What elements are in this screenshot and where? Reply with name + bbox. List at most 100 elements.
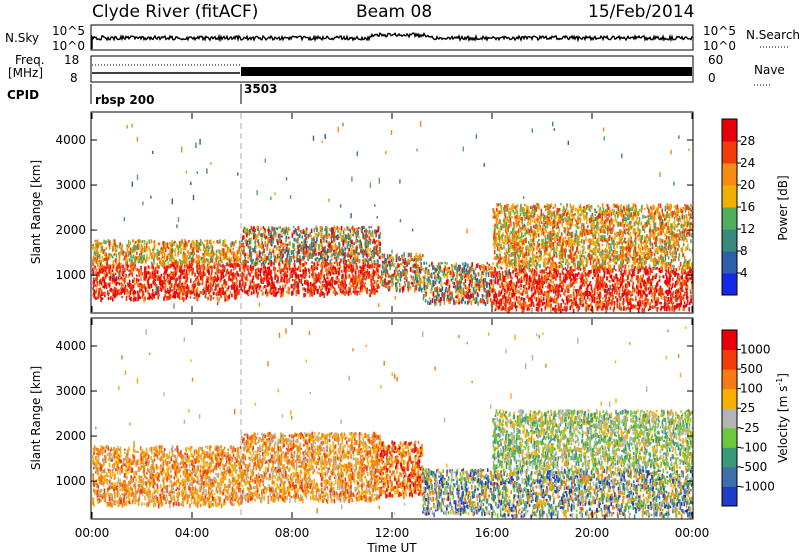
data-cell xyxy=(352,234,354,237)
data-cell xyxy=(498,283,501,286)
data-cell xyxy=(225,252,227,256)
data-cell xyxy=(283,263,286,267)
data-cell xyxy=(196,295,198,300)
data-cell xyxy=(276,227,278,231)
data-cell xyxy=(320,270,322,274)
data-cell xyxy=(443,271,445,274)
data-cell xyxy=(118,282,121,286)
data-cell xyxy=(607,267,610,272)
data-cell xyxy=(233,276,236,279)
data-cell xyxy=(359,285,362,291)
data-cell xyxy=(313,253,315,257)
data-cell xyxy=(643,303,645,307)
data-cell xyxy=(266,255,268,261)
data-cell xyxy=(438,280,440,284)
data-cell xyxy=(361,281,363,286)
data-cell xyxy=(127,283,130,286)
data-cell xyxy=(207,252,209,257)
data-cell xyxy=(445,268,447,272)
data-cell xyxy=(416,255,419,260)
data-cell xyxy=(244,276,247,281)
data-cell xyxy=(350,278,352,283)
data-cell xyxy=(137,257,139,261)
data-cell xyxy=(200,248,202,252)
data-cell xyxy=(270,251,272,256)
data-cell xyxy=(292,242,294,248)
data-cell xyxy=(222,263,224,269)
data-cell xyxy=(435,267,437,273)
data-cell xyxy=(313,263,315,266)
data-cell xyxy=(214,277,217,282)
data-cell xyxy=(363,265,366,269)
data-cell xyxy=(108,292,110,295)
data-cell xyxy=(413,258,415,262)
data-cell xyxy=(318,251,320,255)
data-cell xyxy=(221,260,224,264)
data-cell xyxy=(554,307,556,313)
data-cell xyxy=(238,249,241,254)
data-cell xyxy=(111,277,114,281)
data-cell xyxy=(396,269,398,273)
data-cell xyxy=(132,279,134,284)
data-cell xyxy=(179,265,181,270)
data-cell xyxy=(368,229,371,234)
data-cell xyxy=(251,259,253,265)
data-cell xyxy=(473,269,475,275)
data-cell xyxy=(176,266,178,270)
data-cell xyxy=(242,282,244,286)
data-cell xyxy=(323,292,325,298)
data-cell xyxy=(376,280,379,283)
data-cell xyxy=(124,284,127,287)
data-cell xyxy=(327,280,329,286)
data-cell xyxy=(170,271,173,275)
data-cell xyxy=(358,286,360,290)
data-cell xyxy=(262,264,265,270)
data-cell xyxy=(325,261,328,265)
data-cell xyxy=(203,255,205,260)
data-cell xyxy=(333,256,336,259)
data-cell xyxy=(490,280,493,285)
data-cell xyxy=(556,297,558,302)
data-cell xyxy=(216,289,219,294)
data-cell xyxy=(180,264,183,268)
data-cell xyxy=(139,285,142,290)
data-cell xyxy=(334,229,336,233)
data-cell xyxy=(439,288,441,293)
data-cell xyxy=(122,271,125,274)
data-cell xyxy=(380,270,383,275)
data-cell xyxy=(370,278,372,282)
data-cell xyxy=(482,263,484,267)
data-cell xyxy=(263,230,265,236)
data-cell xyxy=(245,239,247,245)
data-cell xyxy=(164,242,167,245)
data-cell xyxy=(367,259,370,263)
data-cell xyxy=(173,241,175,246)
data-cell xyxy=(467,270,470,276)
data-cell xyxy=(162,256,164,259)
data-cell xyxy=(309,281,312,287)
data-cell xyxy=(220,289,222,295)
data-cell xyxy=(245,262,247,267)
data-cell xyxy=(301,276,303,280)
data-cell xyxy=(530,301,533,306)
data-cell xyxy=(293,262,296,266)
data-cell xyxy=(603,288,606,292)
data-cell xyxy=(400,272,402,277)
data-cell xyxy=(321,244,323,249)
data-cell xyxy=(602,305,604,309)
data-cell xyxy=(196,239,198,244)
data-cell xyxy=(160,273,163,277)
data-cell xyxy=(447,292,449,295)
data-cell xyxy=(589,308,592,311)
data-cell xyxy=(291,256,294,259)
data-cell xyxy=(377,253,379,256)
data-cell xyxy=(459,278,461,284)
data-cell xyxy=(163,251,165,254)
data-cell xyxy=(199,282,201,286)
data-cell xyxy=(94,239,96,243)
data-cell xyxy=(243,226,246,231)
data-cell xyxy=(309,254,311,259)
data-cell xyxy=(124,251,126,254)
data-cell xyxy=(339,281,342,287)
data-cell xyxy=(220,273,223,278)
